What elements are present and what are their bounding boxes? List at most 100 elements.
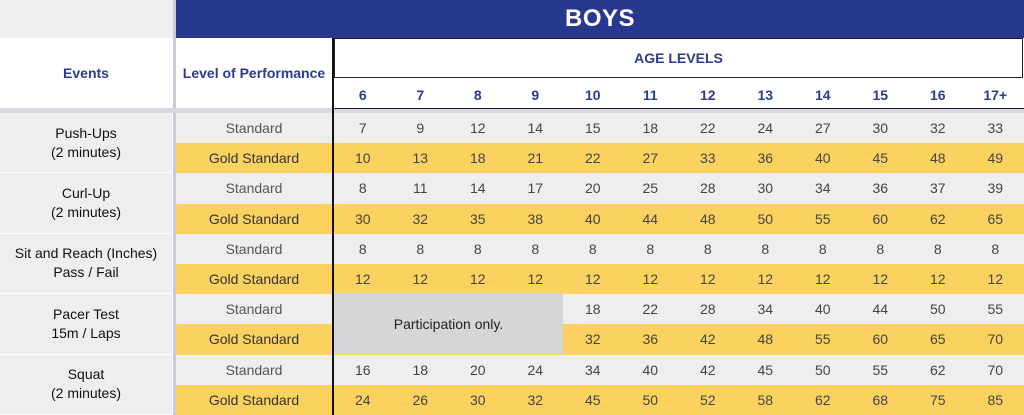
standard-row bbox=[176, 354, 1024, 385]
performance-level-label: Gold Standard bbox=[208, 331, 300, 348]
score-cell: 12 bbox=[354, 271, 371, 288]
performance-level-label: Gold Standard bbox=[208, 391, 300, 408]
event-divider bbox=[0, 172, 172, 174]
score-cell: 8 bbox=[703, 240, 712, 257]
column-gap bbox=[173, 0, 176, 415]
performance-level-label: Gold Standard bbox=[208, 271, 300, 288]
score-cell: 12 bbox=[584, 271, 601, 288]
score-cell: 8 bbox=[358, 240, 367, 257]
score-cell: 60 bbox=[872, 331, 889, 348]
score-cell: 45 bbox=[584, 391, 601, 408]
score-cell: 12 bbox=[469, 271, 486, 288]
score-cell: 68 bbox=[872, 391, 889, 408]
score-cell: 30 bbox=[757, 180, 774, 197]
score-cell: 33 bbox=[987, 120, 1004, 137]
score-cell: 34 bbox=[584, 361, 601, 378]
age-column-header: 7 bbox=[416, 87, 425, 103]
score-cell: 28 bbox=[699, 301, 716, 318]
score-cell: 24 bbox=[354, 391, 371, 408]
score-cell: 44 bbox=[642, 210, 659, 227]
event-name-line: Pass / Fail bbox=[53, 264, 119, 281]
score-cell: 20 bbox=[469, 361, 486, 378]
score-cell: 8 bbox=[358, 180, 367, 197]
score-cell: 24 bbox=[527, 361, 544, 378]
age-column-header: 13 bbox=[757, 87, 774, 103]
performance-level-label: Standard bbox=[225, 301, 283, 318]
age-column-header: 6 bbox=[358, 87, 367, 103]
score-cell: 25 bbox=[642, 180, 659, 197]
score-cell: 62 bbox=[929, 210, 946, 227]
event-name-cell: Pacer Test 15m / Laps bbox=[0, 294, 172, 354]
age-column-header: 8 bbox=[473, 87, 482, 103]
score-cell: 35 bbox=[469, 210, 486, 227]
gold-standard-row bbox=[176, 384, 1024, 415]
score-cell: 48 bbox=[929, 150, 946, 167]
score-cell: 33 bbox=[699, 150, 716, 167]
score-cell: 17 bbox=[527, 180, 544, 197]
score-cell: 7 bbox=[358, 120, 367, 137]
score-cell: 8 bbox=[531, 240, 540, 257]
score-cell: 45 bbox=[757, 361, 774, 378]
standard-row bbox=[176, 233, 1024, 264]
score-cell: 27 bbox=[814, 120, 831, 137]
header-separator bbox=[0, 108, 1024, 113]
score-cell: 28 bbox=[699, 180, 716, 197]
score-cell: 45 bbox=[872, 150, 889, 167]
age-column-header: 9 bbox=[531, 87, 540, 103]
score-cell: 30 bbox=[872, 120, 889, 137]
score-cell: 50 bbox=[814, 361, 831, 378]
gold-standard-row bbox=[176, 203, 1024, 234]
score-cell: 10 bbox=[354, 150, 371, 167]
score-cell: 55 bbox=[814, 210, 831, 227]
score-cell: 32 bbox=[584, 331, 601, 348]
score-cell: 42 bbox=[699, 331, 716, 348]
gold-standard-row bbox=[176, 264, 1024, 295]
score-cell: 12 bbox=[872, 271, 889, 288]
table-title: BOYS bbox=[176, 0, 1024, 38]
events-header: Events bbox=[0, 38, 172, 108]
event-name-line: 15m / Laps bbox=[51, 324, 121, 341]
score-cell: 30 bbox=[354, 210, 371, 227]
score-cell: 18 bbox=[584, 301, 601, 318]
score-cell: 42 bbox=[699, 361, 716, 378]
age-column-header: 15 bbox=[872, 87, 889, 103]
age-column-header: 10 bbox=[584, 87, 601, 103]
event-divider bbox=[0, 353, 172, 355]
standard-row bbox=[176, 173, 1024, 204]
score-cell: 8 bbox=[876, 240, 885, 257]
score-cell: 12 bbox=[814, 271, 831, 288]
score-cell: 52 bbox=[699, 391, 716, 408]
gold-standard-row bbox=[176, 324, 1024, 355]
score-cell: 9 bbox=[416, 120, 425, 137]
score-cell: 36 bbox=[642, 331, 659, 348]
score-cell: 50 bbox=[929, 301, 946, 318]
score-cell: 8 bbox=[761, 240, 770, 257]
standard-row bbox=[176, 113, 1024, 144]
score-cell: 18 bbox=[469, 150, 486, 167]
score-cell: 40 bbox=[814, 301, 831, 318]
performance-level-label: Gold Standard bbox=[208, 210, 300, 227]
score-cell: 27 bbox=[642, 150, 659, 167]
score-cell: 15 bbox=[584, 120, 601, 137]
score-cell: 36 bbox=[757, 150, 774, 167]
score-cell: 50 bbox=[642, 391, 659, 408]
score-cell: 50 bbox=[757, 210, 774, 227]
score-cell: 8 bbox=[933, 240, 942, 257]
age-column-header: 12 bbox=[699, 87, 716, 103]
age-column-header: 11 bbox=[642, 87, 658, 103]
score-cell: 55 bbox=[814, 331, 831, 348]
header-corner bbox=[0, 0, 173, 38]
score-cell: 55 bbox=[987, 301, 1004, 318]
score-cell: 62 bbox=[814, 391, 831, 408]
score-cell: 20 bbox=[584, 180, 601, 197]
score-cell: 11 bbox=[412, 180, 428, 197]
score-cell: 13 bbox=[412, 150, 429, 167]
event-name-cell: Squat (2 minutes) bbox=[0, 354, 172, 414]
score-cell: 22 bbox=[642, 301, 659, 318]
event-name-line: Pacer Test bbox=[53, 305, 119, 322]
score-cell: 8 bbox=[991, 240, 1000, 257]
event-name-line: Push-Ups bbox=[55, 124, 117, 141]
score-cell: 48 bbox=[699, 210, 716, 227]
score-cell: 65 bbox=[987, 210, 1004, 227]
score-cell: 60 bbox=[872, 210, 889, 227]
